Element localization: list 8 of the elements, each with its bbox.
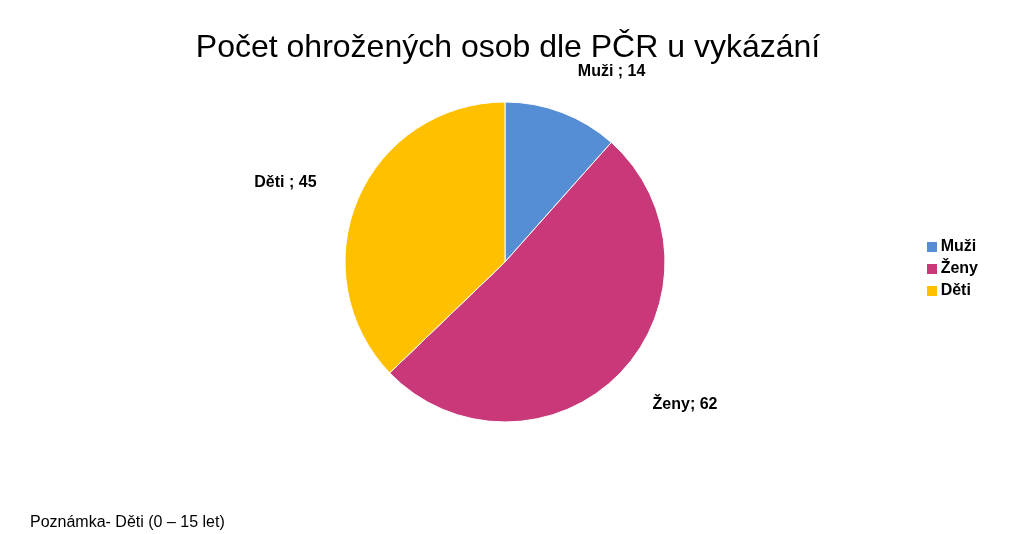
legend-label: Děti [940,281,971,298]
legend-label: Muži [940,237,977,254]
data-label: Děti ; 45 [254,173,317,191]
legend-label: Ženy [940,259,978,276]
chart-title: Počet ohrožených osob dle PČR u vykázání [194,28,822,64]
data-label: Muži ; 14 [577,62,646,80]
data-label: Ženy; 62 [652,394,718,413]
text: Poznámka- Děti (0 – 15 let) [30,513,225,531]
